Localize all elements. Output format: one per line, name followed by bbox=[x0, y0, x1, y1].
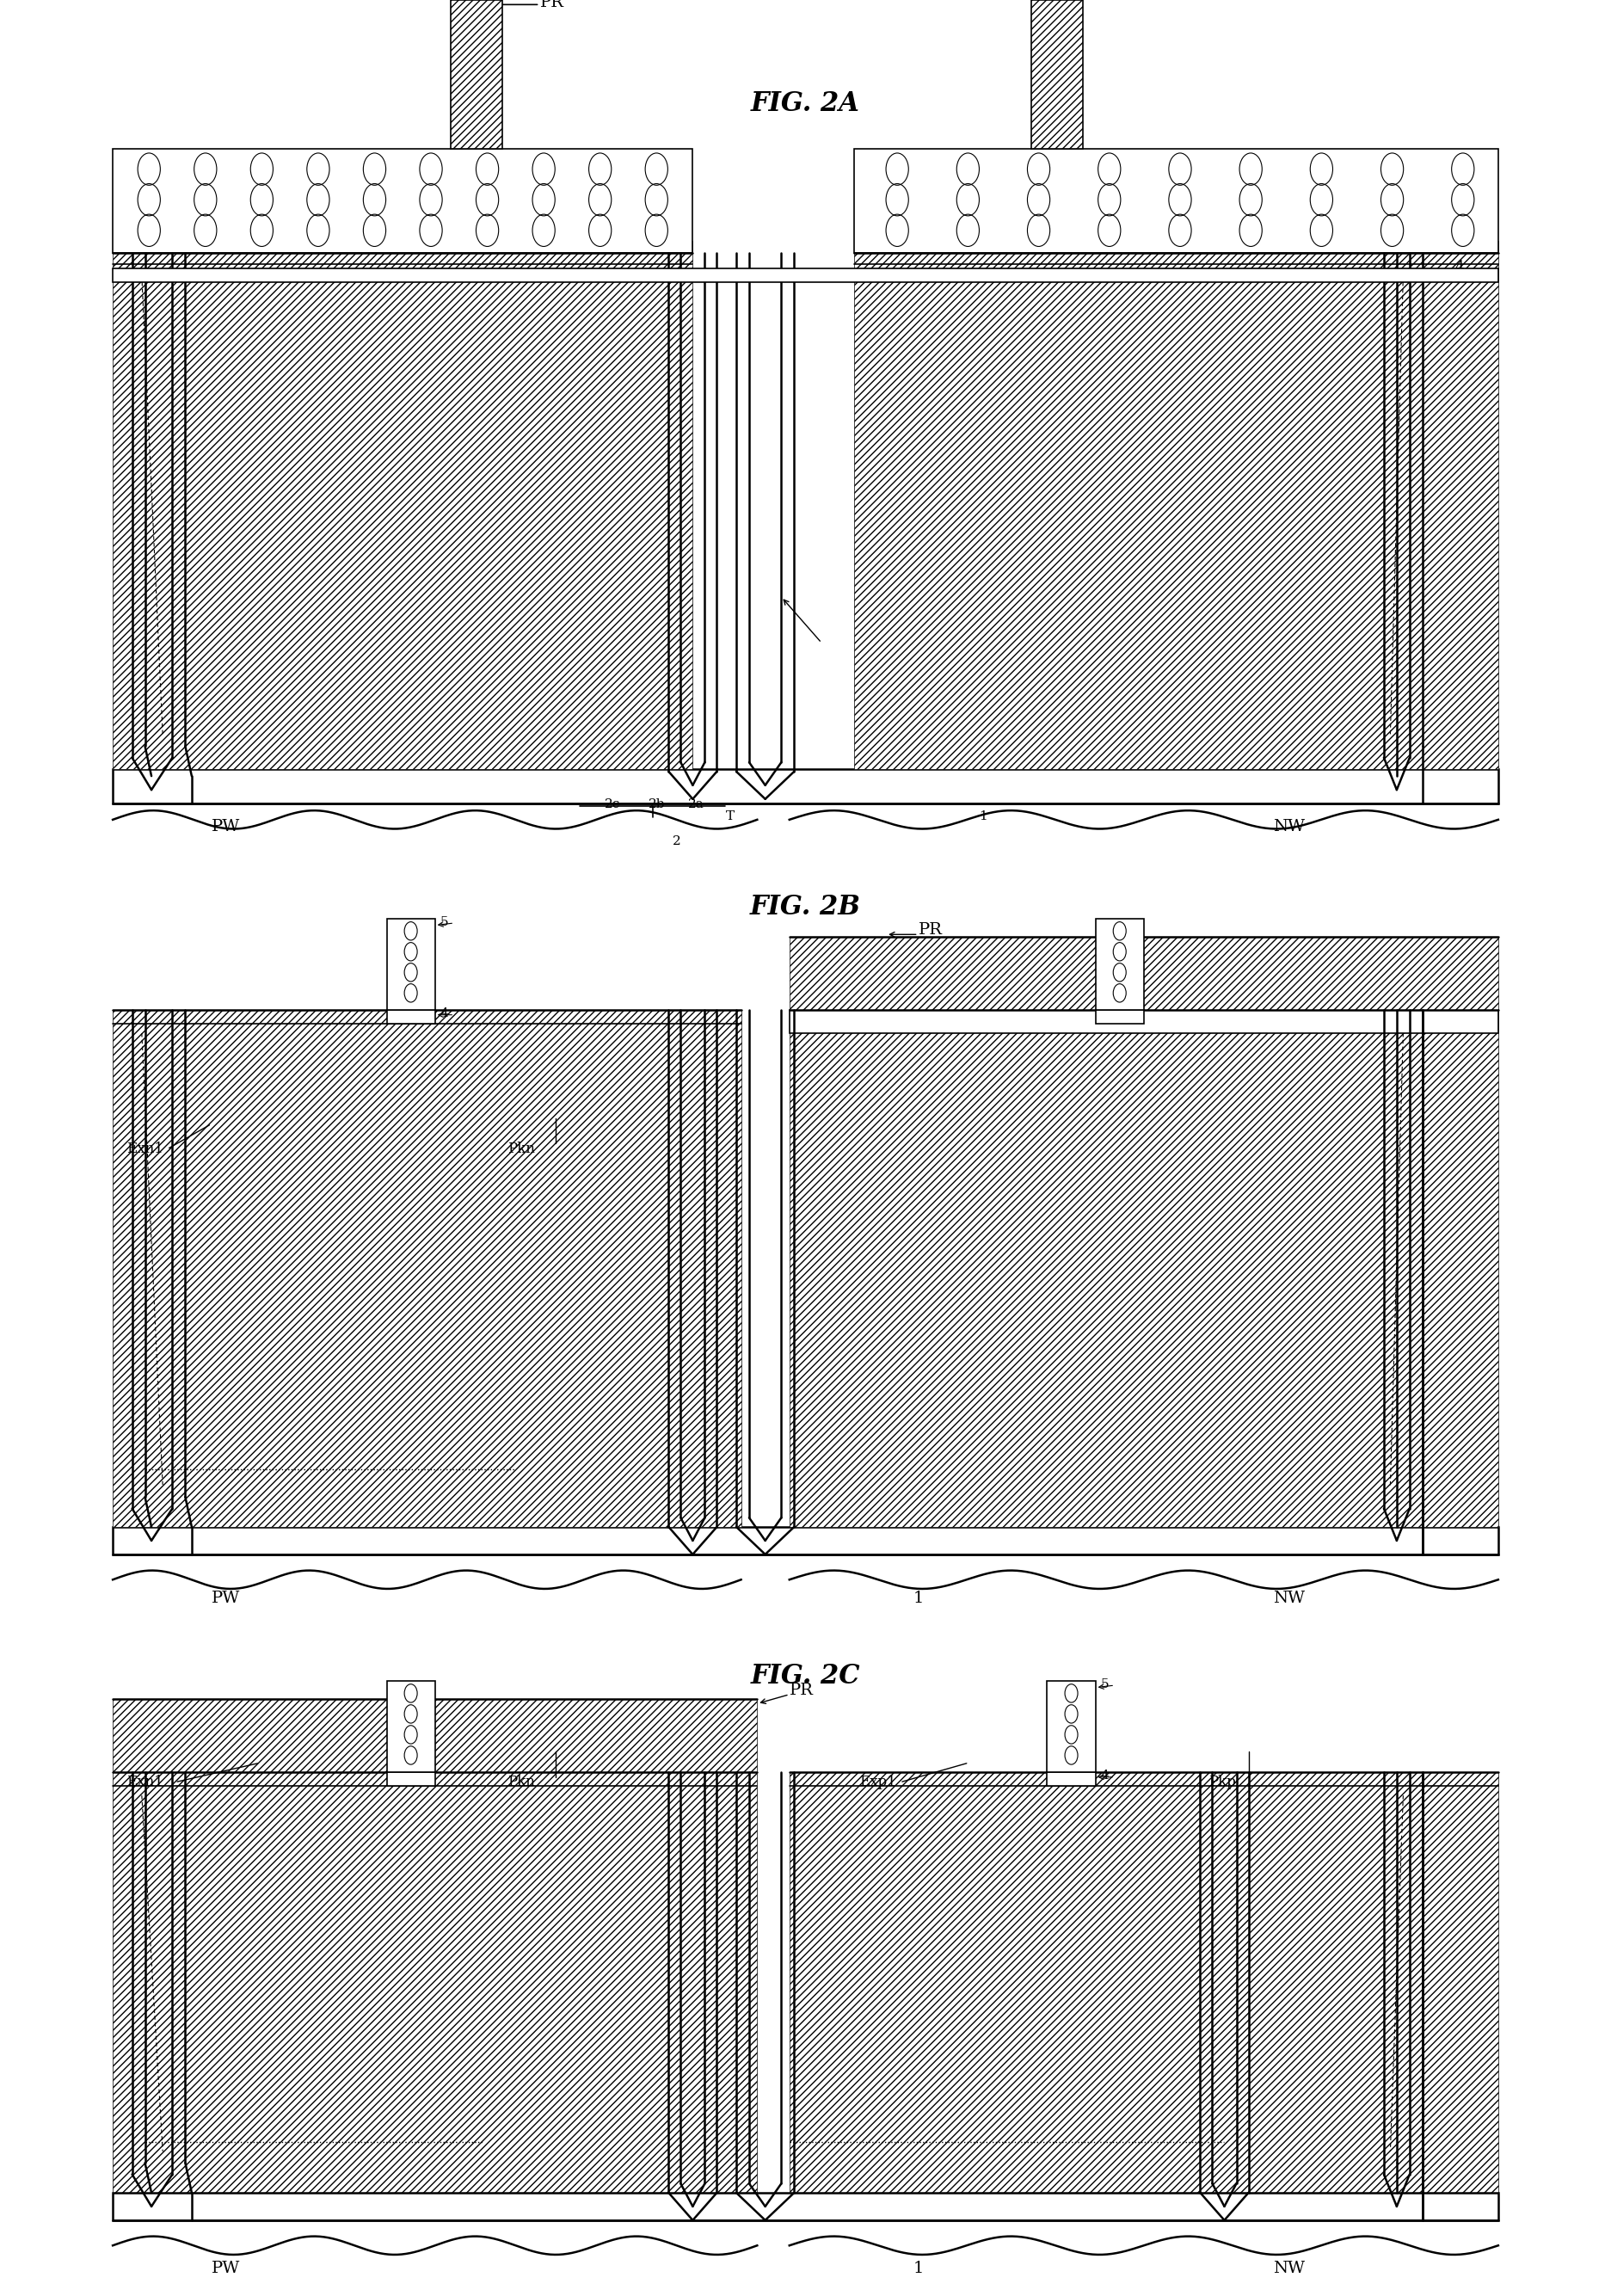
Bar bbox=[789, 1773, 1498, 2193]
Text: 2: 2 bbox=[672, 836, 681, 847]
Text: PW: PW bbox=[211, 1591, 240, 1605]
Text: 4: 4 bbox=[1100, 1770, 1108, 1782]
Text: 5: 5 bbox=[1455, 218, 1464, 232]
Text: 1: 1 bbox=[913, 2262, 923, 2275]
Text: PW: PW bbox=[211, 820, 240, 833]
Bar bbox=[387, 1681, 435, 1773]
Text: T: T bbox=[725, 810, 735, 822]
Bar bbox=[789, 937, 1498, 1010]
Text: 1: 1 bbox=[978, 810, 988, 822]
Text: Pkn: Pkn bbox=[507, 1141, 535, 1155]
Bar bbox=[113, 1699, 757, 1773]
Bar bbox=[451, 0, 503, 149]
Bar bbox=[854, 149, 1498, 253]
Text: 5: 5 bbox=[440, 916, 448, 928]
Text: Exp1: Exp1 bbox=[860, 1775, 896, 1789]
Text: 5: 5 bbox=[1100, 1678, 1108, 1690]
Text: NW: NW bbox=[1273, 2262, 1305, 2275]
Bar bbox=[789, 1010, 1498, 1527]
Text: FIG. 2B: FIG. 2B bbox=[751, 893, 860, 921]
Bar bbox=[1095, 1010, 1144, 1024]
Bar bbox=[113, 269, 1498, 282]
Text: FIG. 2A: FIG. 2A bbox=[751, 90, 860, 117]
Bar bbox=[387, 1773, 435, 1786]
Bar bbox=[1031, 0, 1083, 149]
Bar bbox=[113, 1527, 1498, 1554]
Text: 1: 1 bbox=[913, 1591, 923, 1605]
Text: 2a: 2a bbox=[688, 799, 704, 810]
Text: 2b: 2b bbox=[649, 799, 665, 810]
Bar bbox=[113, 769, 1498, 804]
Text: PW: PW bbox=[211, 2262, 240, 2275]
Text: PR: PR bbox=[540, 0, 564, 9]
Bar bbox=[113, 2193, 1498, 2220]
Bar bbox=[387, 1010, 435, 1024]
Bar bbox=[387, 918, 435, 1010]
Bar bbox=[113, 149, 693, 253]
Bar bbox=[1047, 1681, 1095, 1773]
Text: 4: 4 bbox=[1455, 259, 1464, 273]
Text: PR: PR bbox=[789, 1683, 814, 1697]
Text: 4: 4 bbox=[440, 1008, 448, 1019]
Text: NW: NW bbox=[1273, 1591, 1305, 1605]
Text: FIG. 2C: FIG. 2C bbox=[751, 1662, 860, 1690]
Text: Exn1: Exn1 bbox=[127, 1141, 163, 1155]
Text: Pkp: Pkp bbox=[1208, 1775, 1236, 1789]
Text: 2c: 2c bbox=[604, 799, 620, 810]
Text: Pkn: Pkn bbox=[507, 1775, 535, 1789]
Bar bbox=[854, 241, 1498, 769]
Bar bbox=[113, 1773, 757, 2193]
Text: Exn1: Exn1 bbox=[127, 1775, 163, 1789]
Bar bbox=[113, 241, 693, 769]
Bar bbox=[789, 1010, 1498, 1033]
Text: NW: NW bbox=[1273, 820, 1305, 833]
Bar bbox=[1047, 1773, 1095, 1786]
Bar bbox=[113, 1010, 741, 1527]
Bar bbox=[1095, 918, 1144, 1010]
Text: PR: PR bbox=[918, 923, 942, 937]
